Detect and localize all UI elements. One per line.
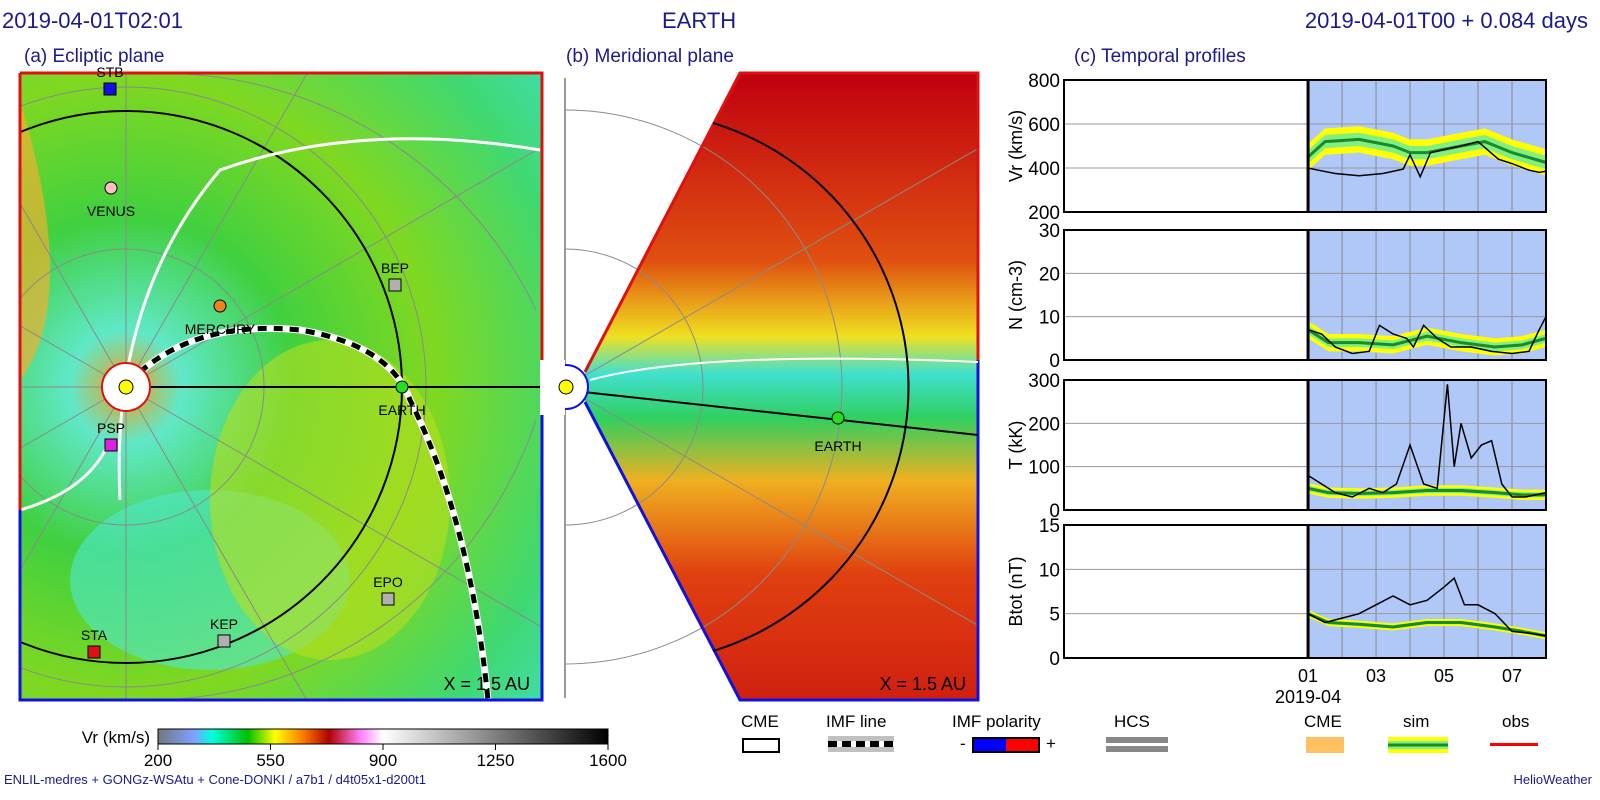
legend-hcs-swatch-2 xyxy=(1106,746,1168,752)
bep-label: BEP xyxy=(381,260,409,276)
earth-marker xyxy=(395,380,409,394)
distance-ring xyxy=(139,73,537,311)
legend-cme-swatch xyxy=(742,738,780,753)
timestamp: 2019-04-01T02:01 xyxy=(2,8,184,33)
radial-gridline xyxy=(20,203,115,367)
brand: HelioWeather xyxy=(1513,772,1592,787)
legend-cme-label: CME xyxy=(741,712,779,731)
scale-label-b: X = 1.5 AU xyxy=(879,674,966,694)
target-title: EARTH xyxy=(662,8,737,33)
legend-obs-swatch xyxy=(1490,743,1538,746)
meridional-velocity-field xyxy=(585,73,978,700)
distance-ring xyxy=(140,419,537,700)
radial-gridline xyxy=(137,407,308,700)
panel-c-title: (c) Temporal profiles xyxy=(1074,46,1246,67)
earth-marker-b xyxy=(831,411,845,425)
sta-marker xyxy=(87,645,101,659)
legend-imf-line-swatch xyxy=(828,736,894,752)
legend-sim-label: sim xyxy=(1403,712,1430,731)
earth-label: EARTH xyxy=(378,402,425,418)
mercury-label: MERCURY xyxy=(185,321,256,337)
venus-label: VENUS xyxy=(87,203,135,219)
psp-marker xyxy=(104,438,118,452)
venus-marker xyxy=(104,181,118,195)
sun-icon xyxy=(118,379,134,395)
sun-icon-b xyxy=(558,379,574,395)
radial-gridline xyxy=(137,73,308,367)
colorbar-tick-label: 200 xyxy=(144,751,172,770)
stb-marker xyxy=(103,82,117,96)
epo-marker xyxy=(381,592,395,606)
legend-sim-swatch xyxy=(1388,737,1448,753)
colorbar-label: Vr (km/s) xyxy=(82,728,150,747)
legend-cme2-swatch xyxy=(1306,737,1344,753)
psp-label: PSP xyxy=(97,420,125,436)
panel-a-title: (a) Ecliptic plane xyxy=(24,46,165,67)
sta-label: STA xyxy=(81,627,108,643)
earth-orbit-b xyxy=(712,122,910,652)
radial-gridline xyxy=(146,398,542,628)
distance-ring xyxy=(564,109,843,665)
stb-label: STB xyxy=(96,64,123,80)
legend-polarity-swatch xyxy=(972,737,1040,753)
distance-ring xyxy=(564,248,704,526)
radial-gridline xyxy=(20,398,106,449)
legend-cme2-label: CME xyxy=(1304,712,1342,731)
legend-hcs-swatch xyxy=(1106,737,1168,743)
colorbar-tick-label: 550 xyxy=(256,751,284,770)
colorbar-tick-label: 900 xyxy=(369,751,397,770)
colorbar xyxy=(157,728,609,745)
bep-marker xyxy=(388,278,402,292)
legend-imf-polarity-label: IMF polarity xyxy=(952,712,1041,731)
legend-plus: + xyxy=(1046,734,1056,753)
earth-label-b: EARTH xyxy=(814,438,861,454)
kep-label: KEP xyxy=(210,616,238,632)
latitude-gridline xyxy=(564,148,979,388)
legend-minus: - xyxy=(960,734,966,753)
kep-marker xyxy=(217,634,231,648)
legend-hcs-label: HCS xyxy=(1114,712,1150,731)
model-config: ENLIL-medres + GONGz-WSAtu + Cone-DONKI … xyxy=(4,772,426,787)
colorbar-tick-label: 1600 xyxy=(589,751,627,770)
scale-label-a: X = 1.5 AU xyxy=(443,674,530,694)
legend-obs-label: obs xyxy=(1502,712,1530,731)
mercury-marker xyxy=(213,299,227,313)
colorbar-tick-label: 1250 xyxy=(477,751,515,770)
time-offset: 2019-04-01T00 + 0.084 days xyxy=(1304,8,1588,33)
latitude-gridline xyxy=(564,386,979,626)
panel-b-title: (b) Meridional plane xyxy=(566,46,734,67)
legend-imf-line-label: IMF line xyxy=(826,712,887,731)
epo-label: EPO xyxy=(373,574,403,590)
radial-gridline xyxy=(20,325,106,376)
